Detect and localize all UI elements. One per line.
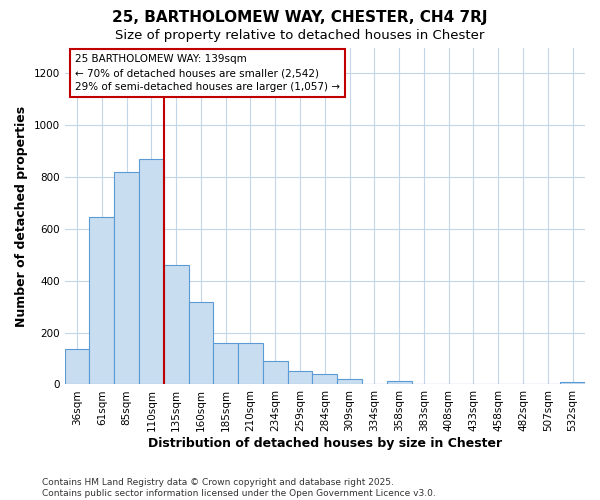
Text: Size of property relative to detached houses in Chester: Size of property relative to detached ho… xyxy=(115,29,485,42)
Bar xyxy=(263,361,287,384)
Bar xyxy=(188,302,214,384)
Bar xyxy=(313,374,337,384)
Bar xyxy=(287,372,313,384)
Y-axis label: Number of detached properties: Number of detached properties xyxy=(15,106,28,326)
Bar xyxy=(65,350,89,384)
Bar xyxy=(387,380,412,384)
Bar xyxy=(337,380,362,384)
Bar xyxy=(214,343,238,384)
Bar xyxy=(114,172,139,384)
Bar xyxy=(238,343,263,384)
Bar xyxy=(89,218,114,384)
X-axis label: Distribution of detached houses by size in Chester: Distribution of detached houses by size … xyxy=(148,437,502,450)
Text: Contains HM Land Registry data © Crown copyright and database right 2025.
Contai: Contains HM Land Registry data © Crown c… xyxy=(42,478,436,498)
Bar xyxy=(560,382,585,384)
Text: 25 BARTHOLOMEW WAY: 139sqm
← 70% of detached houses are smaller (2,542)
29% of s: 25 BARTHOLOMEW WAY: 139sqm ← 70% of deta… xyxy=(75,54,340,92)
Bar xyxy=(139,159,164,384)
Text: 25, BARTHOLOMEW WAY, CHESTER, CH4 7RJ: 25, BARTHOLOMEW WAY, CHESTER, CH4 7RJ xyxy=(112,10,488,25)
Bar xyxy=(164,265,188,384)
